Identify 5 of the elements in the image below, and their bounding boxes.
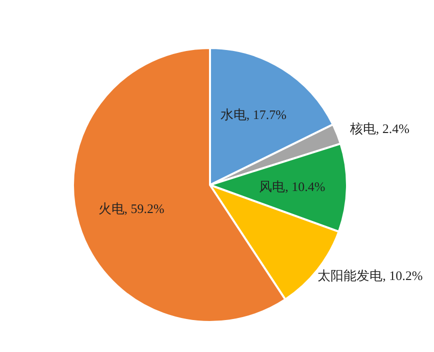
slice-label: 太阳能发电, 10.2% bbox=[318, 268, 423, 284]
slice-label: 风电, 10.4% bbox=[259, 178, 326, 195]
slice-label: 火电, 59.2% bbox=[98, 200, 164, 217]
slice-label: 水电, 17.7% bbox=[220, 107, 287, 124]
slice-label: 核电, 2.4% bbox=[350, 120, 410, 137]
